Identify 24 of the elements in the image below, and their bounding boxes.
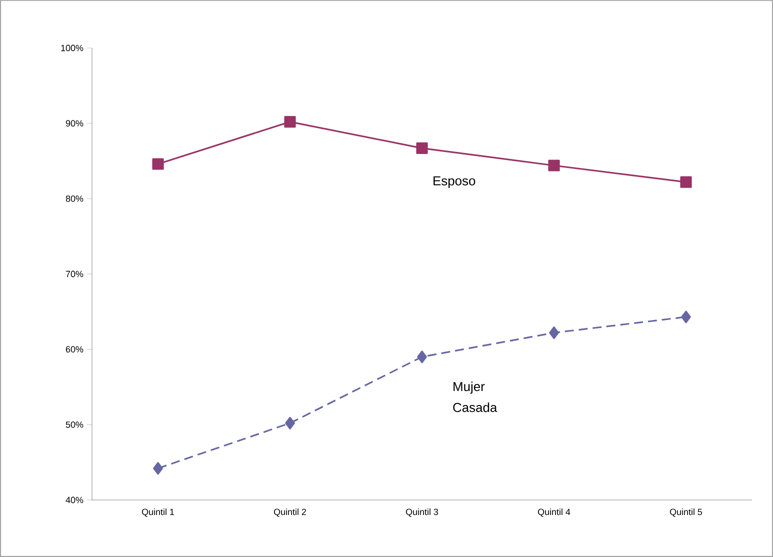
text: Mujer Casada [453, 382, 498, 412]
point [416, 142, 428, 154]
point [549, 326, 559, 340]
y-tick-label: 100% [61, 44, 84, 52]
y-tick-label: 90% [66, 120, 84, 126]
x-tick-label: Quintil 4 [538, 508, 570, 517]
x-tick-label: Quintil 5 [670, 508, 702, 517]
x-tick-label: Quintil 1 [142, 508, 174, 517]
point [285, 416, 295, 430]
series-label: Esposo [434, 176, 476, 188]
x-tick-label: Quintil 3 [406, 508, 438, 517]
point [284, 116, 296, 128]
point [152, 158, 164, 170]
point [548, 160, 560, 172]
point [417, 350, 427, 364]
x-tick-label: Quintil 2 [274, 508, 306, 517]
y-tick-label: 70% [66, 270, 84, 278]
y-tick-label: 40% [66, 496, 84, 504]
y-tick-label: 50% [66, 421, 84, 428]
y-tick-label: 80% [66, 195, 84, 202]
point [681, 310, 691, 324]
y-tick-label: 60% [66, 346, 84, 352]
point [153, 462, 163, 475]
point [680, 176, 692, 188]
